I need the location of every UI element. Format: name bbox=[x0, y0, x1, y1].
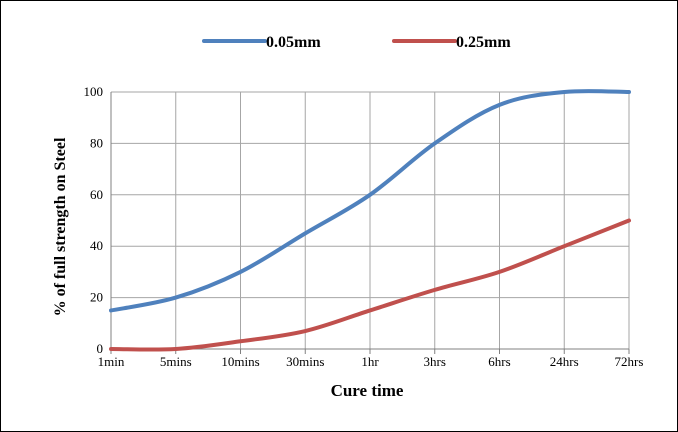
y-tick-label: 20 bbox=[90, 290, 103, 305]
series-line-005mm bbox=[109, 89, 631, 313]
y-tick-label: 100 bbox=[84, 84, 104, 99]
y-axis-title: % of full strength on Steel bbox=[52, 137, 69, 316]
axes: 0 20 40 60 80 100 1min 5mins 10mins 30mins 1hr 3hrs… bbox=[84, 84, 644, 369]
y-tick-label: 60 bbox=[90, 187, 103, 202]
grid bbox=[110, 91, 630, 350]
y-tick-label: 0 bbox=[97, 341, 104, 356]
y-tick-label: 40 bbox=[90, 238, 103, 253]
x-tick-label: 5mins bbox=[160, 354, 192, 369]
x-tick-label: 3hrs bbox=[424, 354, 446, 369]
x-tick-label: 24hrs bbox=[550, 354, 579, 369]
legend-label: 0.05mm bbox=[266, 34, 321, 51]
x-tick-label: 6hrs bbox=[488, 354, 510, 369]
legend-label: 0.25mm bbox=[456, 34, 511, 51]
x-tick-label: 30mins bbox=[286, 354, 324, 369]
series-lines bbox=[109, 89, 631, 352]
legend: 0.05mm 0.25mm bbox=[202, 34, 511, 51]
x-tick-label: 10mins bbox=[221, 354, 259, 369]
y-tick-label: 80 bbox=[90, 135, 103, 150]
x-tick-label: 1hr bbox=[361, 354, 379, 369]
series-line-025mm bbox=[109, 218, 631, 352]
x-axis-title: Cure time bbox=[331, 381, 404, 400]
x-tick-label: 72hrs bbox=[615, 354, 644, 369]
x-tick-label: 1min bbox=[98, 354, 125, 369]
